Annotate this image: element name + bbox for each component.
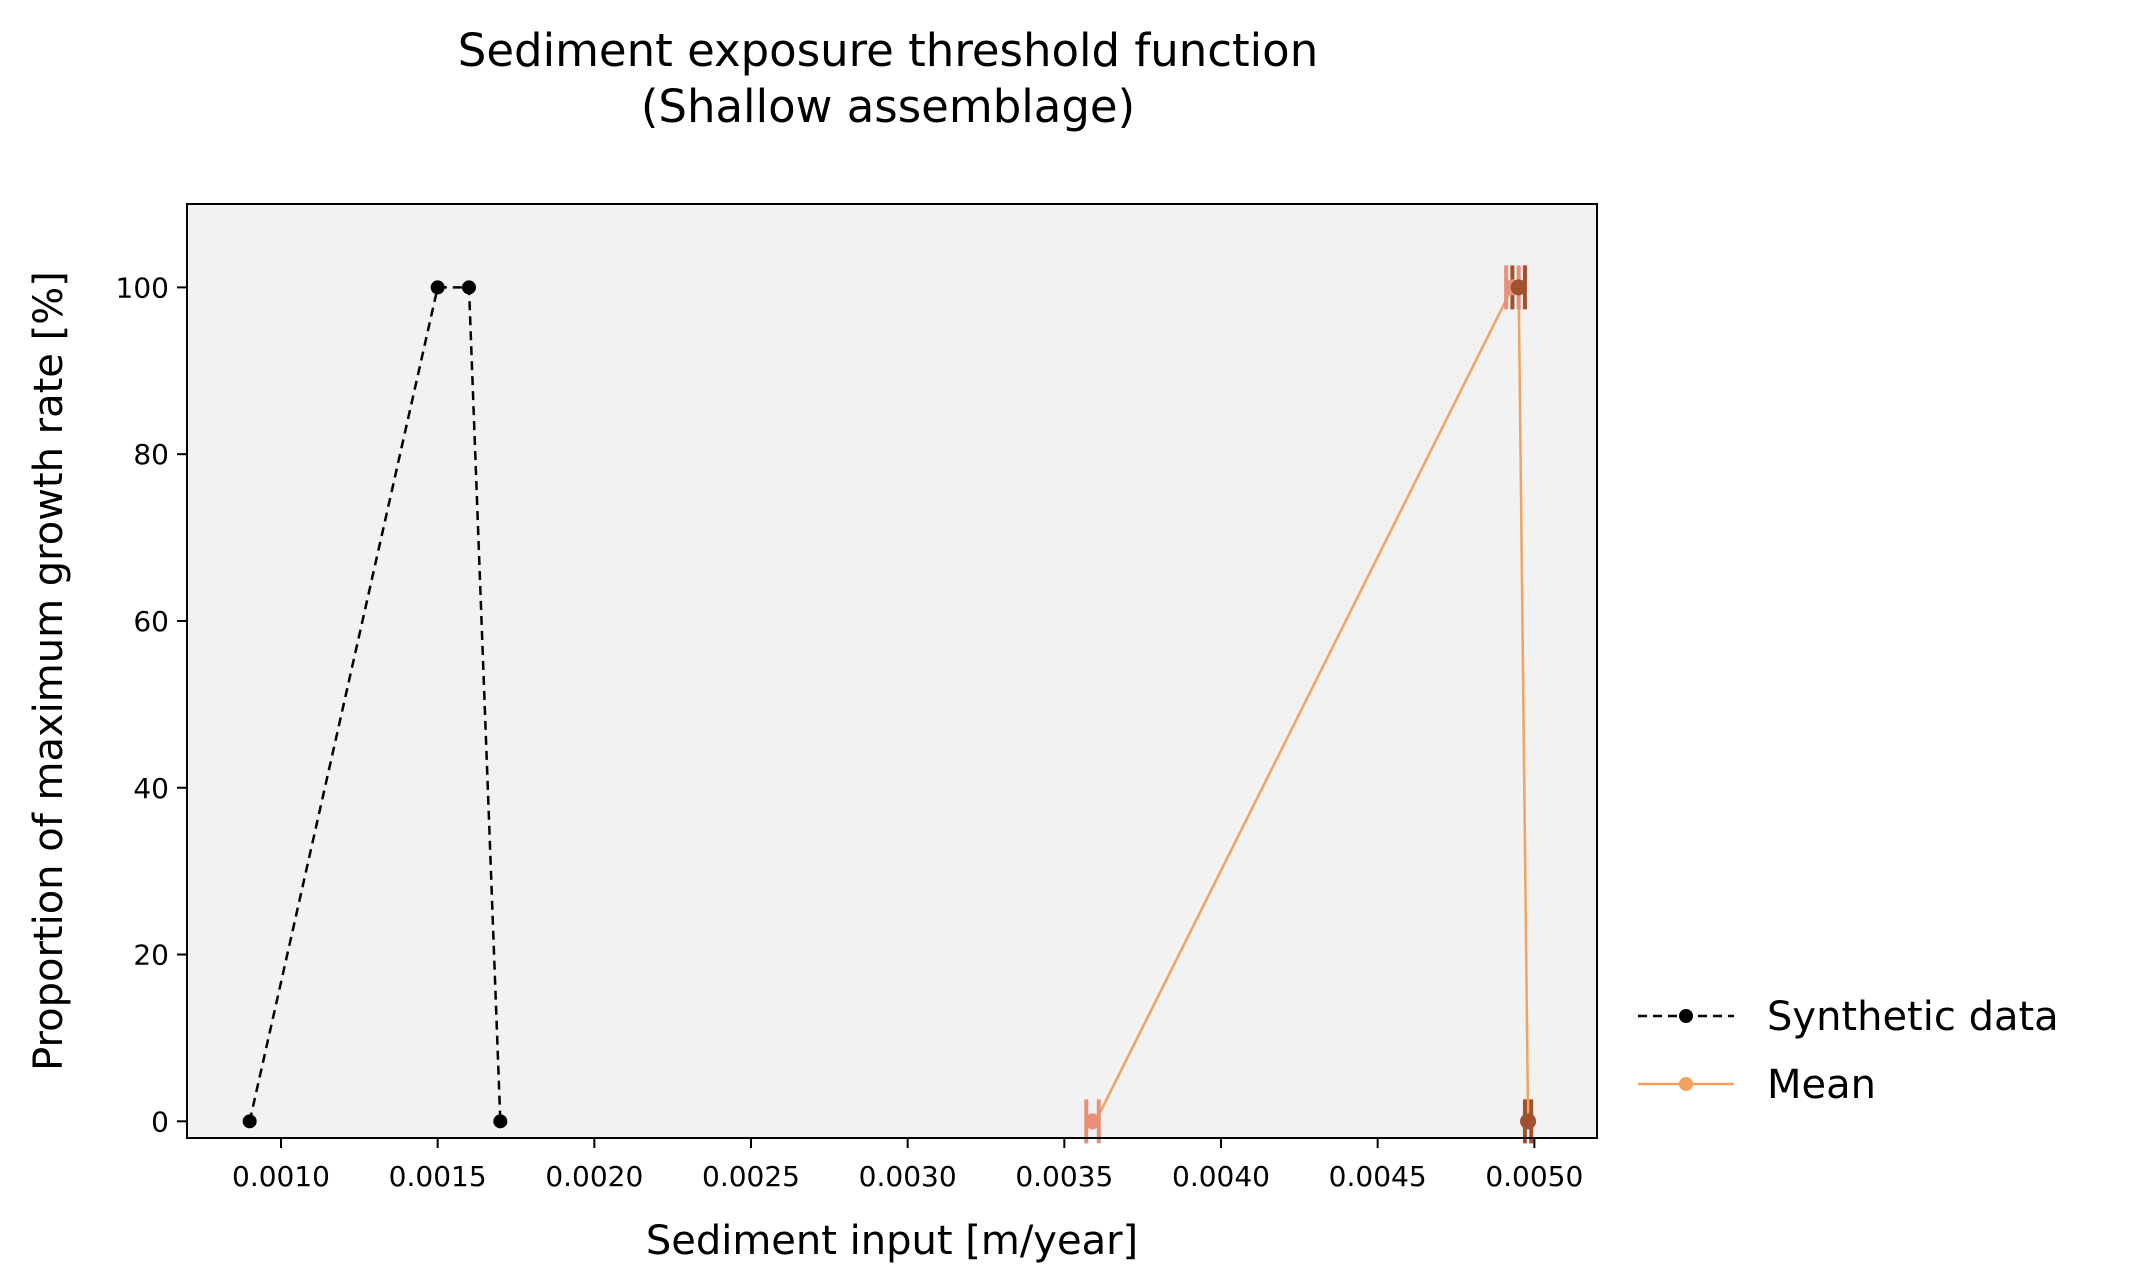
x-axis-label: Sediment input [m/year] [646,1218,1138,1264]
plot-frame [186,203,1598,1139]
x-tick-label: 0.0050 [1485,1160,1583,1193]
series-line-0 [248,286,502,1122]
legend-mean-marker [1679,1077,1693,1091]
legend-synthetic-marker [1679,1009,1693,1023]
legend-mean-label: Mean [1767,1062,1876,1108]
y-tick-label: 100 [116,271,169,304]
x-tick-label: 0.0030 [859,1160,957,1193]
mean-point [1520,1113,1537,1130]
mean-point [1510,279,1527,296]
chart-title: Sediment exposure threshold function [458,24,1318,77]
x-tick-label: 0.0045 [1329,1160,1427,1193]
y-tick-label: 0 [151,1105,169,1138]
x-axis-ticks: 0.0010 0.0015 0.0020 0.0025 0.0030 0.0035 0.00… [232,1138,1583,1193]
x-tick-label: 0.0040 [1172,1160,1270,1193]
chart-subtitle: (Shallow assemblage) [641,80,1135,133]
x-tick-label: 0.0010 [232,1160,330,1193]
mean-point [1084,1113,1101,1130]
data-point [430,280,445,295]
data-point [493,1114,508,1129]
y-axis-label: Proportion of maximum growth rate [%] [26,271,72,1071]
y-tick-label: 60 [133,605,169,638]
y-axis-ticks: 0 20 40 60 80 100 [116,271,187,1138]
plot-area [187,204,1597,1138]
x-tick-label: 0.0015 [389,1160,487,1193]
legend: Synthetic data Mean [1638,994,2059,1108]
series-points [242,279,1537,1130]
y-tick-label: 40 [133,772,169,805]
y-tick-label: 20 [133,939,169,972]
x-tick-label: 0.0020 [545,1160,643,1193]
legend-synthetic-label: Synthetic data [1767,994,2059,1040]
y-tick-label: 80 [133,438,169,471]
x-tick-label: 0.0035 [1015,1160,1113,1193]
data-point [242,1114,257,1129]
x-tick-label: 0.0025 [702,1160,800,1193]
data-point [462,280,476,295]
